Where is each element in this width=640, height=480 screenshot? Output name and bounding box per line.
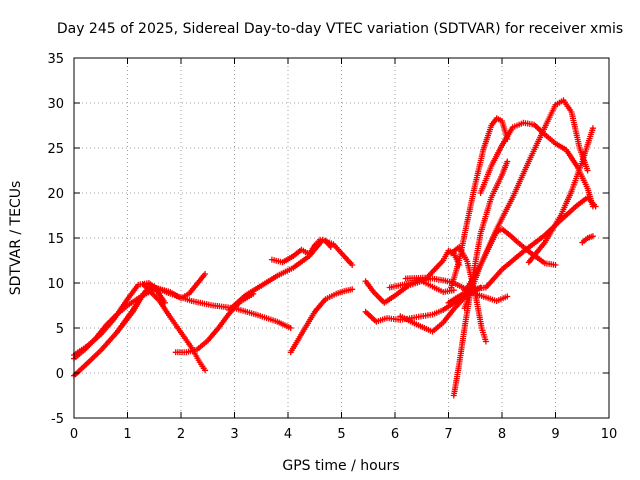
x-tick-label: 4 (284, 427, 292, 442)
data-series (362, 293, 468, 325)
x-tick-label: 10 (601, 427, 618, 442)
y-tick-labels: -5 0 5 10 15 20 25 30 35 (47, 52, 64, 427)
data-series (397, 284, 484, 335)
series-markers (362, 293, 468, 325)
y-tick-label: 35 (47, 52, 64, 67)
x-tick-label: 7 (444, 427, 452, 442)
x-tick-label: 5 (337, 427, 345, 442)
y-tick-label: 30 (47, 97, 64, 112)
x-tick-label: 9 (551, 427, 559, 442)
data-series (525, 125, 596, 266)
series-markers (461, 97, 591, 312)
y-tick-label: 25 (47, 142, 64, 157)
chart-title: Day 245 of 2025, Sidereal Day-to-day VTE… (57, 21, 623, 37)
series-markers (579, 233, 596, 246)
series-markers (268, 236, 334, 266)
data-series (268, 236, 334, 266)
x-tick-labels: 0 1 2 3 4 5 6 7 8 9 10 (70, 427, 617, 442)
series-markers (448, 115, 511, 291)
x-tick-label: 8 (498, 427, 506, 442)
y-tick-label: 5 (56, 322, 64, 337)
x-tick-label: 6 (391, 427, 399, 442)
axis-ticks (73, 57, 610, 419)
y-tick-label: 20 (47, 187, 64, 202)
y-tick-label: -5 (51, 412, 64, 427)
series-markers (477, 119, 596, 210)
series-markers (145, 281, 294, 331)
y-axis-label: SDTVAR / TECUs (8, 181, 24, 296)
data-series (579, 233, 596, 246)
data-series (145, 281, 294, 331)
data-series (287, 286, 356, 356)
data-series (461, 97, 591, 312)
series-group (71, 97, 599, 399)
y-tick-label: 15 (47, 232, 64, 247)
x-tick-label: 1 (123, 427, 131, 442)
series-markers (525, 125, 596, 266)
series-markers (287, 286, 356, 356)
x-tick-label: 0 (70, 427, 78, 442)
y-tick-label: 0 (56, 367, 64, 382)
x-axis-label: GPS time / hours (282, 458, 399, 474)
x-tick-label: 2 (177, 427, 185, 442)
x-tick-label: 3 (230, 427, 238, 442)
y-tick-label: 10 (47, 277, 64, 292)
